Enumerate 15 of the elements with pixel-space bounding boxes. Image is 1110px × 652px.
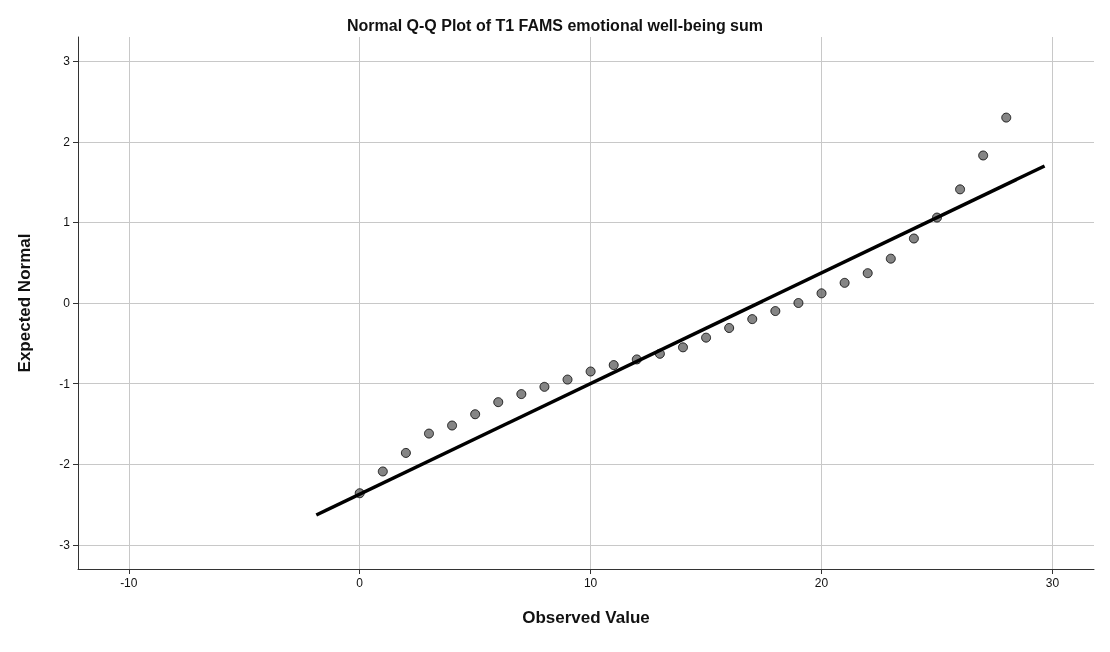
x-tick-label: 0 (356, 576, 364, 590)
y-tick-label: -1 (59, 376, 71, 391)
x-tick-label: -10 (120, 576, 138, 590)
chart-title: Normal Q-Q Plot of T1 FAMS emotional well-being sum (346, 16, 764, 34)
y-axis-title: Expected Normal (15, 233, 34, 373)
y-tick-label: 2 (63, 134, 71, 149)
x-axis-title: Observed Value (522, 608, 650, 627)
y-tick-label: 1 (63, 215, 71, 230)
x-tick-label: 10 (583, 576, 598, 590)
y-tick-label: -3 (59, 537, 71, 552)
x-tick-label: 30 (1045, 576, 1060, 590)
y-tick-label: 0 (63, 296, 71, 310)
y-tick-label: -2 (59, 457, 71, 472)
y-tick-label: 3 (63, 54, 71, 69)
x-tick-label: 20 (814, 576, 829, 590)
